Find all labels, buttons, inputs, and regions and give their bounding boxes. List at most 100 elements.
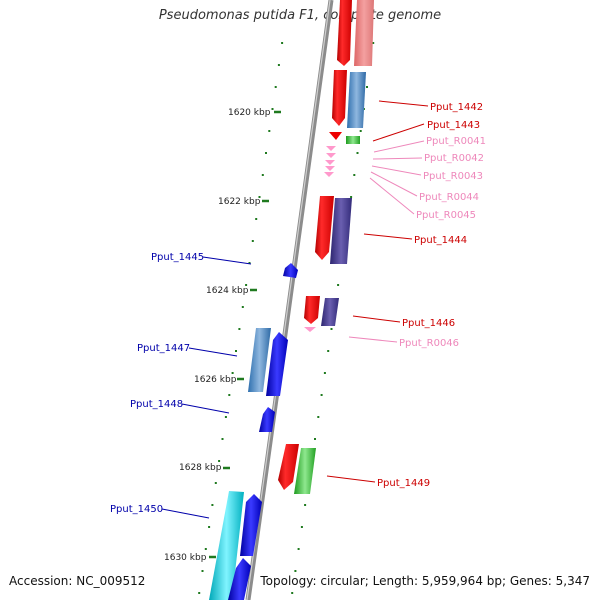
rna-arrow[interactable] (324, 172, 334, 177)
scale-label: 1628 kbp (179, 463, 222, 473)
leader-line (202, 256, 252, 265)
rna-arrow[interactable] (325, 160, 335, 165)
tick-mark (235, 350, 237, 352)
rna-arrow-r0046[interactable] (304, 327, 316, 332)
tick-mark (258, 196, 261, 198)
tick-mark (214, 482, 217, 484)
label-leader-lines (161, 100, 429, 519)
leader-line (363, 233, 413, 240)
gene-arrow-pput1445[interactable] (283, 263, 298, 278)
gene-arrow-pput1443[interactable] (329, 132, 342, 140)
tick-mark (251, 240, 254, 242)
gene-label[interactable]: Pput_1450 (110, 504, 163, 515)
leader-line (326, 475, 376, 483)
gene-arrow-pput1442-red[interactable] (332, 70, 347, 126)
gene-arrow-pput1449-red[interactable] (278, 444, 299, 490)
leader-line (378, 100, 429, 107)
gene-label[interactable]: Pput_R0044 (419, 192, 479, 203)
gene-arrow-pput1444-red[interactable] (315, 196, 334, 260)
tick-mark (211, 504, 214, 506)
tick-mark (350, 196, 353, 198)
tick-mark (372, 42, 375, 44)
gene-label[interactable]: Pput_1445 (151, 252, 204, 263)
gene-arrow-pput1447-steel[interactable] (248, 328, 271, 392)
tick-mark (228, 394, 231, 396)
tick-mark (353, 174, 356, 176)
tick-mark (204, 548, 207, 550)
leader-line (181, 403, 230, 414)
leader-line (370, 171, 418, 197)
gene-arrow-pput1447-blue[interactable] (266, 332, 288, 396)
gene-label[interactable]: Pput_R0046 (399, 338, 459, 349)
scale-label: 1622 kbp (218, 197, 261, 207)
tick-mark (320, 394, 323, 396)
gene-label[interactable]: Pput_1443 (427, 120, 480, 131)
tick-mark (291, 592, 294, 594)
scale-label: 1624 kbp (206, 286, 249, 296)
tick-mark (294, 570, 297, 572)
gene-label[interactable]: Pput_1442 (430, 102, 483, 113)
gene-label[interactable]: Pput_R0045 (416, 210, 476, 221)
gene-label[interactable]: Pput_R0042 (424, 153, 484, 164)
gene-arrow-pput1444-purple[interactable] (330, 198, 352, 264)
leader-line (188, 347, 238, 357)
tick-mark (245, 284, 248, 286)
tick-mark (224, 416, 227, 418)
gene-arrow-pput1448[interactable] (259, 407, 275, 432)
gene-box-green[interactable] (346, 136, 360, 144)
inner-tick-ring (198, 42, 284, 594)
gene-label[interactable]: Pput_1448 (130, 399, 183, 410)
tick-mark (248, 262, 251, 264)
gene-arrow-pput1446-red[interactable] (304, 296, 320, 324)
gene-arrow-pput1449-green[interactable] (294, 448, 316, 494)
scale-labels: 1620 kbp 1622 kbp 1624 kbp 1626 kbp 1628… (164, 108, 281, 563)
gene-arrow-pput1442-steel[interactable] (347, 72, 366, 128)
gene-label[interactable]: Pput_1446 (402, 318, 455, 329)
tick-mark (274, 86, 277, 88)
tick-mark (261, 174, 264, 176)
leader-line (161, 508, 210, 519)
leader-line (348, 336, 398, 343)
gene-arrow-top-red[interactable] (337, 0, 352, 66)
rna-arrow[interactable] (326, 146, 336, 151)
tick-mark (300, 526, 303, 528)
tick-mark (297, 548, 300, 550)
forward-features (278, 0, 374, 494)
gene-label[interactable]: Pput_R0043 (423, 171, 483, 182)
tick-mark (208, 526, 211, 528)
tick-mark (314, 438, 316, 440)
tick-mark (241, 306, 244, 308)
leader-line (371, 165, 422, 176)
tick-mark (218, 460, 221, 462)
tick-mark (281, 42, 284, 44)
scale-label: 1620 kbp (228, 108, 271, 118)
tick-mark (323, 372, 326, 374)
gene-label[interactable]: Pput_1447 (137, 343, 190, 354)
scale-label: 1626 kbp (194, 375, 237, 385)
tick-mark (330, 328, 333, 330)
gene-label[interactable]: Pput_R0041 (426, 136, 486, 147)
gene-labels: Pput_1442 Pput_1443 Pput_R0041 Pput_R004… (110, 102, 486, 515)
accession-text: Accession: NC_009512 (9, 574, 146, 588)
gene-arrow-pput1446-purple[interactable] (321, 298, 339, 326)
gene-arrow-top-pink[interactable] (354, 0, 374, 66)
gene-arrow-pput1450-blue-a[interactable] (240, 494, 262, 556)
rna-arrow[interactable] (325, 166, 335, 171)
tick-mark (201, 570, 204, 572)
gene-arrow-pput1450-cyan[interactable] (209, 491, 244, 600)
gene-label[interactable]: Pput_1444 (414, 235, 467, 246)
tick-mark (366, 86, 368, 88)
tick-mark (356, 152, 359, 154)
tick-mark (268, 130, 271, 132)
rna-arrow[interactable] (326, 153, 336, 158)
leader-line (352, 315, 401, 323)
tick-mark (221, 438, 224, 440)
gene-arrow-pput1450-blue-b[interactable] (228, 558, 251, 600)
tick-mark (238, 328, 241, 330)
reverse-features (209, 263, 298, 600)
scale-label: 1630 kbp (164, 553, 207, 563)
topology-summary: Topology: circular; Length: 5,959,964 bp… (260, 574, 590, 588)
gene-label[interactable]: Pput_1449 (377, 478, 430, 489)
